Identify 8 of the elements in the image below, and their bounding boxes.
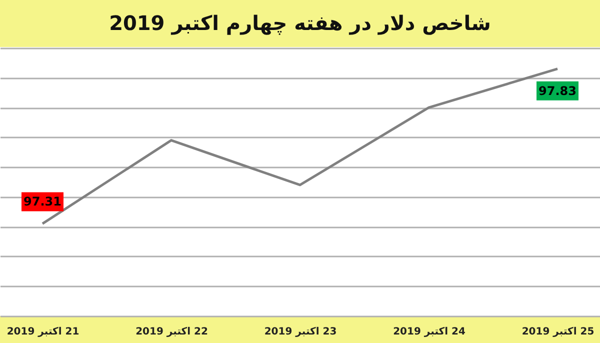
x-tick-label: 24 اکتبر 2019 <box>393 326 466 338</box>
x-tick-label: 21 اکتبر 2019 <box>6 326 80 338</box>
data-label: 97.83 <box>538 84 576 98</box>
x-tick-label: 25 اکتبر 2019 <box>522 326 594 338</box>
data-label: 97.31 <box>24 194 62 209</box>
x-tick-label: 22 اکتبر 2019 <box>136 326 208 338</box>
x-tick-label: 23 اکتبر 2019 <box>264 326 337 338</box>
chart-title: شاخص دلار در هفته چهارم اکتبر 2019 <box>109 11 491 35</box>
